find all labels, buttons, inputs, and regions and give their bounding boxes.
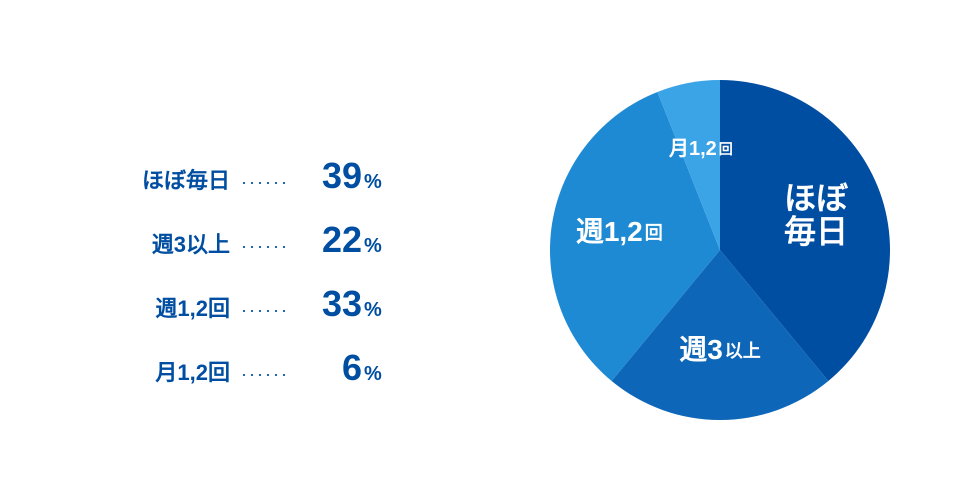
legend-row: 月1,2回······6% [120, 347, 382, 397]
pie-slice-label-sub: 回 [645, 223, 663, 243]
legend-value: 6 [300, 347, 362, 389]
pie-slice-label-main: 月1,2 [668, 138, 717, 160]
legend-value: 39 [300, 155, 362, 197]
legend-percent-sign: % [364, 363, 382, 386]
pie-slice-label-line2: 毎日 [784, 214, 848, 250]
legend-row: 週3以上······22% [120, 219, 382, 269]
pie-slice-label-hobo: ほぼ毎日 [784, 180, 849, 250]
legend-row: ほぼ毎日······39% [120, 155, 382, 205]
legend-percent-sign: % [364, 235, 382, 258]
pie-svg: ほぼ毎日週3以上週1,2回月1,2回 [550, 80, 890, 420]
chart-container: ほぼ毎日······39%週3以上······22%週1,2回······33%… [0, 0, 980, 500]
legend-dots: ······ [230, 236, 300, 257]
legend-dots: ······ [230, 300, 300, 321]
legend-row: 週1,2回······33% [120, 283, 382, 333]
legend-label: ほぼ毎日 [120, 163, 230, 195]
legend-label: 月1,2回 [120, 355, 230, 387]
legend-percent-sign: % [364, 171, 382, 194]
pie-slice-label-sub: 以上 [725, 341, 761, 361]
pie-slice-label-sub: 回 [719, 141, 733, 157]
legend-dots: ······ [230, 364, 300, 385]
legend-label: 週1,2回 [120, 291, 230, 323]
legend: ほぼ毎日······39%週3以上······22%週1,2回······33%… [120, 155, 382, 397]
legend-dots: ······ [230, 172, 300, 193]
legend-percent-sign: % [364, 299, 382, 322]
legend-value: 22 [300, 219, 362, 261]
pie-slice-label-main: 週1,2 [576, 216, 643, 247]
legend-label: 週3以上 [120, 227, 230, 259]
pie-slice-label-line1: ほぼ [784, 180, 849, 216]
pie-slice-label-main: 週3 [679, 334, 723, 365]
pie-chart: ほぼ毎日週3以上週1,2回月1,2回 [550, 80, 890, 420]
legend-value: 33 [300, 283, 362, 325]
